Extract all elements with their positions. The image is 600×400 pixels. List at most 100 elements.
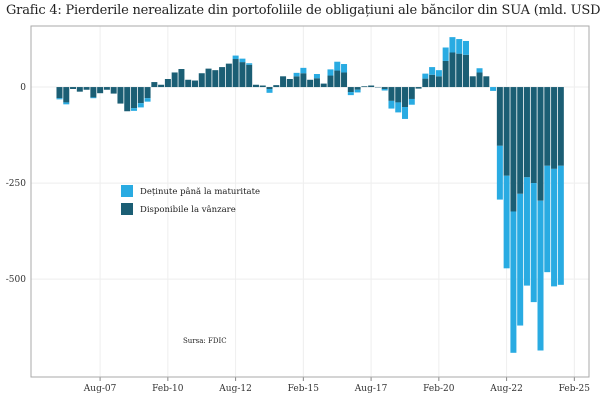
bar-disponibile — [178, 69, 185, 88]
bar-disponibile — [517, 87, 524, 194]
bar-disponibile — [381, 87, 388, 89]
bar-disponibile — [469, 76, 476, 88]
bar-disponibile — [219, 67, 226, 88]
bar-disponibile — [239, 62, 246, 88]
bar-detinute — [63, 102, 70, 105]
bar-disponibile — [388, 87, 395, 101]
bar-disponibile — [320, 83, 327, 88]
bar-detinute — [354, 89, 361, 93]
bar-disponibile — [205, 68, 212, 88]
bar-disponibile — [456, 53, 463, 88]
bar-disponibile — [191, 80, 198, 88]
bar-disponibile — [158, 84, 165, 88]
bar-disponibile — [293, 76, 300, 88]
legend-label: Deținute până la maturitate — [140, 186, 260, 197]
bar-disponibile — [273, 85, 280, 88]
bar-disponibile — [90, 87, 97, 98]
bar-detinute — [537, 200, 544, 351]
bar-detinute — [408, 98, 415, 105]
bar-disponibile — [327, 75, 334, 88]
x-tick-label: Aug-12 — [218, 384, 252, 394]
bar-disponibile — [103, 87, 110, 90]
bar-disponibile — [510, 87, 517, 212]
bar-disponibile — [212, 70, 219, 88]
bar-disponibile — [280, 76, 287, 88]
bar-disponibile — [117, 87, 124, 104]
bar-disponibile — [83, 87, 90, 90]
bar-detinute — [557, 165, 564, 285]
bar-detinute — [266, 88, 273, 93]
x-tick-label: Aug-17 — [354, 384, 388, 394]
bar-disponibile — [537, 87, 544, 201]
bar-disponibile — [361, 86, 368, 88]
bar-detinute — [395, 102, 402, 113]
bar-disponibile — [402, 87, 409, 108]
plot-frame — [30, 25, 590, 378]
bar-detinute — [300, 67, 307, 74]
bar-disponibile — [557, 87, 564, 166]
bar-detinute — [435, 70, 442, 77]
bar-disponibile — [198, 73, 205, 88]
bar-disponibile — [137, 87, 144, 104]
bar-disponibile — [313, 78, 320, 88]
bar-detinute — [144, 98, 151, 102]
bar-detinute — [442, 47, 449, 61]
bar-disponibile — [124, 87, 131, 112]
bar-disponibile — [462, 54, 469, 88]
bar-disponibile — [476, 72, 483, 88]
bar-disponibile — [422, 78, 429, 88]
chart-title: Grafic 4: Pierderile nerealizate din por… — [6, 3, 600, 18]
x-tick-label: Aug-22 — [489, 384, 523, 394]
bar-detinute — [476, 68, 483, 73]
bar-disponibile — [164, 78, 171, 88]
bar-disponibile — [307, 79, 314, 88]
bar-detinute — [449, 37, 456, 53]
bar-detinute — [551, 168, 558, 287]
bar-detinute — [530, 183, 537, 303]
bar-disponibile — [368, 85, 375, 88]
bar-detinute — [544, 165, 551, 273]
bar-detinute — [388, 100, 395, 109]
bar-disponibile — [429, 74, 436, 88]
x-tick-label: Feb-10 — [152, 384, 184, 394]
bar-detinute — [429, 67, 436, 75]
bar-disponibile — [449, 52, 456, 88]
bar-disponibile — [523, 87, 530, 178]
bar-disponibile — [483, 76, 490, 88]
bar-detinute — [422, 73, 429, 79]
y-tick-label: -500 — [6, 275, 26, 285]
legend-label: Disponibile la vânzare — [140, 204, 236, 215]
bar-detinute — [517, 193, 524, 326]
bar-disponibile — [232, 59, 239, 88]
bar-disponibile — [70, 87, 77, 89]
bar-disponibile — [551, 87, 558, 169]
bar-disponibile — [347, 87, 354, 93]
x-tick-label: Feb-20 — [423, 384, 455, 394]
bar-detinute — [510, 211, 517, 353]
bar-disponibile — [334, 70, 341, 88]
bar-disponibile — [252, 84, 259, 88]
bar-disponibile — [442, 60, 449, 88]
source-note: Sursa: FDIC — [183, 337, 227, 345]
bar-disponibile — [435, 76, 442, 88]
y-tick-label: 0 — [20, 83, 26, 93]
bar-disponibile — [144, 87, 151, 99]
bar-detinute — [334, 61, 341, 71]
bar-detinute — [503, 175, 510, 269]
bar-disponibile — [266, 87, 273, 89]
x-tick-label: Feb-15 — [288, 384, 320, 394]
bar-detinute — [523, 177, 530, 286]
bar-disponibile — [63, 87, 70, 103]
legend-swatch — [121, 203, 133, 215]
bar-disponibile — [415, 87, 422, 89]
x-tick-label: Aug-07 — [83, 384, 117, 394]
y-tick-label: -250 — [6, 179, 26, 189]
bar-detinute — [56, 98, 63, 100]
bar-disponibile — [246, 64, 253, 88]
bar-disponibile — [56, 87, 63, 99]
bar-disponibile — [530, 87, 537, 184]
bar-disponibile — [341, 72, 348, 88]
bar-detinute — [232, 55, 239, 60]
bar-disponibile — [185, 79, 192, 88]
bar-disponibile — [225, 63, 232, 88]
